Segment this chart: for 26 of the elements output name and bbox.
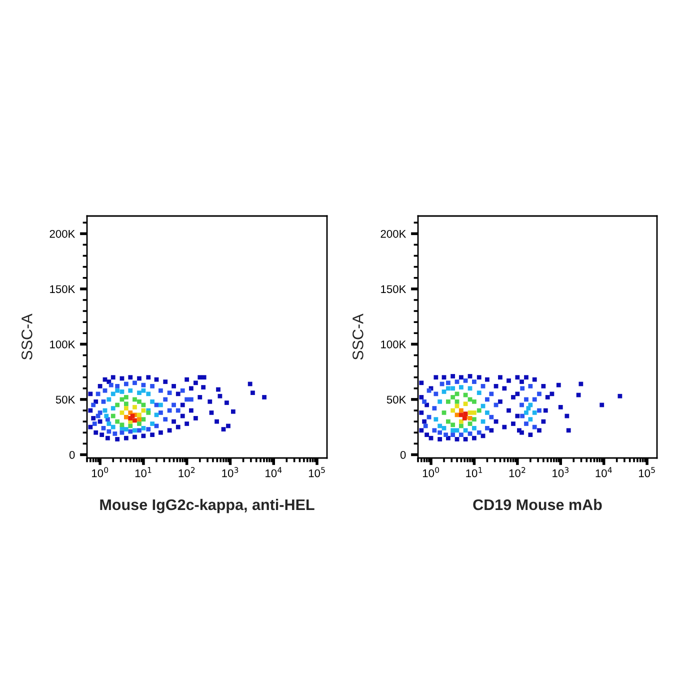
x-tick-label: 10$^{1}$ (466, 467, 482, 478)
x-axis-title: CD19 Mouse mAb (473, 498, 602, 510)
x-tick-label: 10$^{4}$ (596, 467, 612, 478)
y-tick-label: 50K (386, 396, 406, 404)
y-axis-title: SSC-A (352, 314, 364, 360)
x-tick-label: 10$^{5}$ (639, 467, 655, 478)
x-tick-label: 10$^{4}$ (266, 467, 282, 478)
y-tick-label: 100K (381, 340, 406, 348)
x-axis-title: Mouse IgG2c-kappa, anti-HEL (100, 498, 314, 514)
y-tick-label: 100K (50, 340, 76, 348)
x-tick-label: 10$^{2}$ (178, 467, 195, 478)
y-tick-label: 200K (380, 230, 406, 238)
x-tick-label: 10$^{0}$ (422, 467, 440, 478)
x-tick-label: 10$^{3}$ (552, 467, 569, 478)
x-tick-label: 10$^{1}$ (135, 467, 152, 478)
y-tick-label: 50K (56, 396, 76, 404)
x-tick-label: 10$^{2}$ (509, 467, 526, 478)
x-tick-label: 10$^{0}$ (92, 467, 108, 478)
x-tick-label: 10$^{5}$ (308, 467, 325, 478)
y-tick-label: 150K (50, 285, 76, 294)
y-tick-label: 150K (381, 285, 406, 294)
y-tick-label: 200K (50, 230, 76, 238)
y-tick-label: 0 (69, 450, 75, 459)
x-tick-label: 10$^{3}$ (222, 467, 238, 478)
y-axis-title: SSC-A (22, 314, 32, 360)
y-tick-label: 0 (400, 450, 406, 459)
